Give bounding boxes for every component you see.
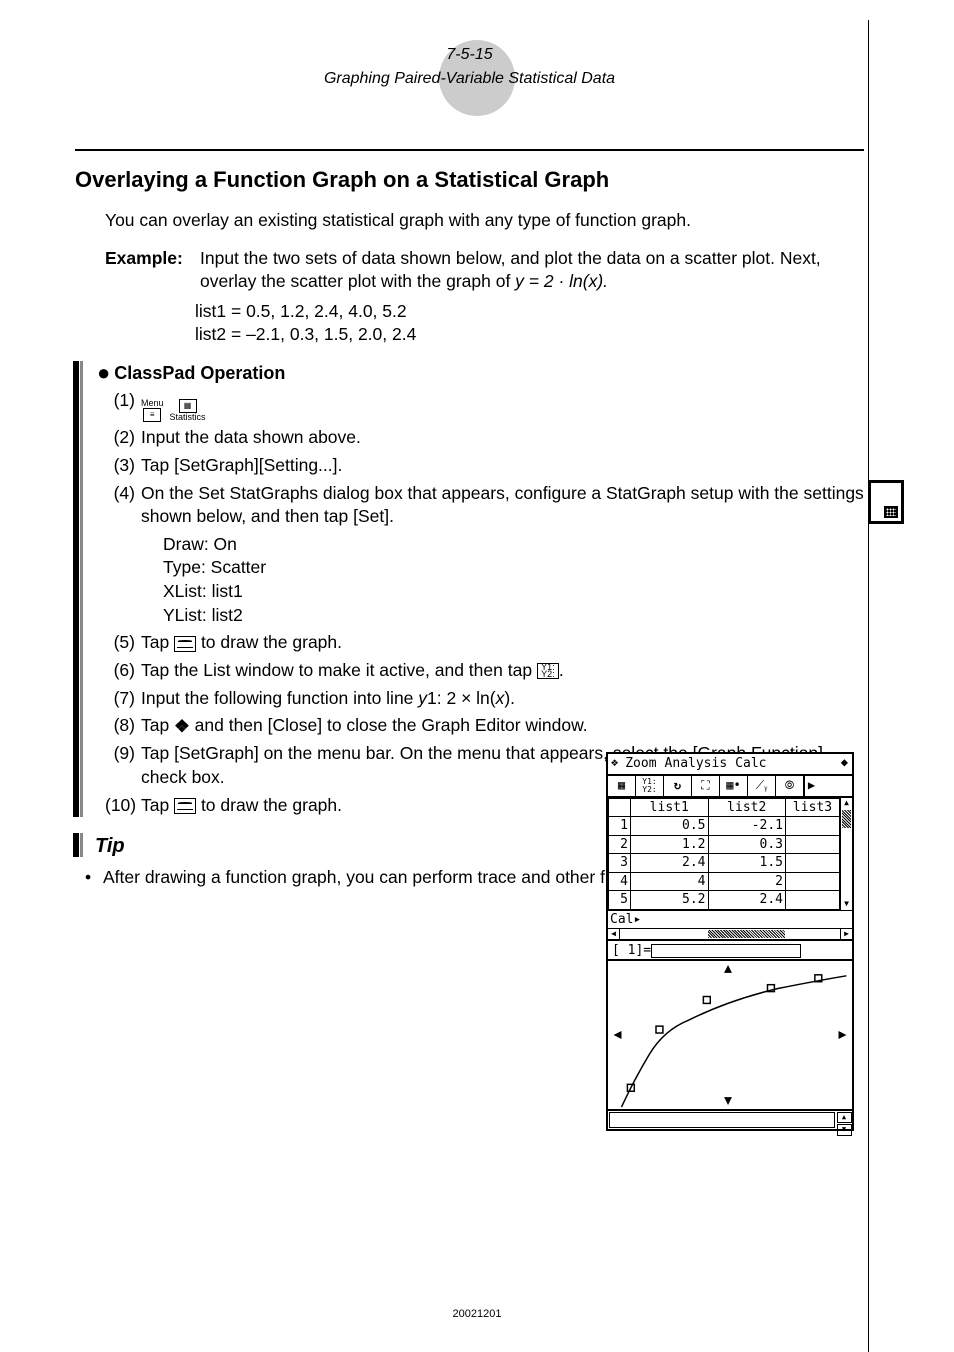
step-7: Input the following function into line y… xyxy=(141,687,864,711)
list2-data: list2 = –2.1, 0.3, 1.5, 2.0, 2.4 xyxy=(195,323,864,347)
horizontal-scrollbar[interactable]: ◀ ▶ xyxy=(608,929,852,941)
cal-row[interactable]: Cal▸ xyxy=(608,910,852,930)
tool-refresh-icon[interactable]: ↻ xyxy=(664,776,692,796)
tool-zoom-icon[interactable]: ⛶ xyxy=(692,776,720,796)
graph-area[interactable] xyxy=(608,961,852,1111)
setting-type: Type: Scatter xyxy=(163,556,864,580)
tool-list-icon[interactable]: ▦ xyxy=(608,776,636,796)
bullet-icon: ● xyxy=(97,362,110,384)
list1-data: list1 = 0.5, 1.2, 2.4, 4.0, 5.2 xyxy=(195,300,864,324)
calc-menu[interactable]: Calc xyxy=(731,754,770,774)
step-5: Tap to draw the graph. xyxy=(141,631,864,655)
v-menu-icon: ❖ xyxy=(174,715,190,739)
page-subtitle: Graphing Paired-Variable Statistical Dat… xyxy=(75,68,864,90)
menu-more-icon[interactable]: ◆ xyxy=(837,754,852,774)
tip-bullet: • xyxy=(85,866,103,890)
example-body: Input the two sets of data shown below, … xyxy=(200,247,864,294)
status-up-icon[interactable]: ▲ xyxy=(837,1112,852,1123)
section-divider xyxy=(75,149,864,151)
y-editor-icon: Y1:Y2: xyxy=(537,663,559,679)
calculator-side-icon xyxy=(868,480,904,524)
menu-icon: ≡ xyxy=(143,408,161,422)
v-menu-icon[interactable]: ❖ xyxy=(608,754,621,774)
tool-grid-icon[interactable]: ▦• xyxy=(720,776,748,796)
step-4: On the Set StatGraphs dialog box that ap… xyxy=(141,482,864,529)
data-table[interactable]: list1list2list3 10.5-2.1 21.20.3 32.41.5… xyxy=(608,798,840,910)
tool-y-editor-icon[interactable]: Y1:Y2: xyxy=(636,776,664,796)
tool-search-icon[interactable]: ⦾ xyxy=(776,776,804,796)
zoom-menu[interactable]: Zoom xyxy=(621,754,660,774)
step-8: Tap ❖ and then [Close] to close the Grap… xyxy=(141,714,864,738)
example-label: Example: xyxy=(105,247,200,294)
status-bar xyxy=(609,1112,835,1128)
intro-text: You can overlay an existing statistical … xyxy=(105,209,864,233)
input-row[interactable]: [ 1]= xyxy=(608,941,852,961)
tool-trace-icon[interactable]: ⟋ᵧ xyxy=(748,776,776,796)
toolbar-scroll-right[interactable]: ▶ xyxy=(804,776,818,796)
operation-heading: ClassPad Operation xyxy=(114,361,285,385)
tip-text: After drawing a function graph, you can … xyxy=(103,866,675,890)
setting-ylist: YList: list2 xyxy=(163,604,864,628)
step-1: Menu≡ ▦Statistics xyxy=(141,389,864,422)
step-6: Tap the List window to make it active, a… xyxy=(141,659,864,683)
setting-xlist: XList: list1 xyxy=(163,580,864,604)
step-2: Input the data shown above. xyxy=(141,426,864,450)
graph-icon xyxy=(174,798,196,814)
page-number: 7-5-15 xyxy=(75,44,864,66)
footer-number: 20021201 xyxy=(453,1307,502,1322)
graph-icon xyxy=(174,636,196,652)
section-title: Overlaying a Function Graph on a Statist… xyxy=(75,165,864,195)
setting-draw: Draw: On xyxy=(163,533,864,557)
vertical-scrollbar[interactable] xyxy=(840,798,852,910)
calculator-screenshot: ❖ Zoom Analysis Calc ◆ ▦ Y1:Y2: ↻ ⛶ ▦• ⟋… xyxy=(606,752,854,1131)
status-down-icon[interactable]: ▼ xyxy=(837,1124,852,1135)
analysis-menu[interactable]: Analysis xyxy=(661,754,732,774)
step-3: Tap [SetGraph][Setting...]. xyxy=(141,454,864,478)
statistics-icon: ▦ xyxy=(179,399,197,413)
